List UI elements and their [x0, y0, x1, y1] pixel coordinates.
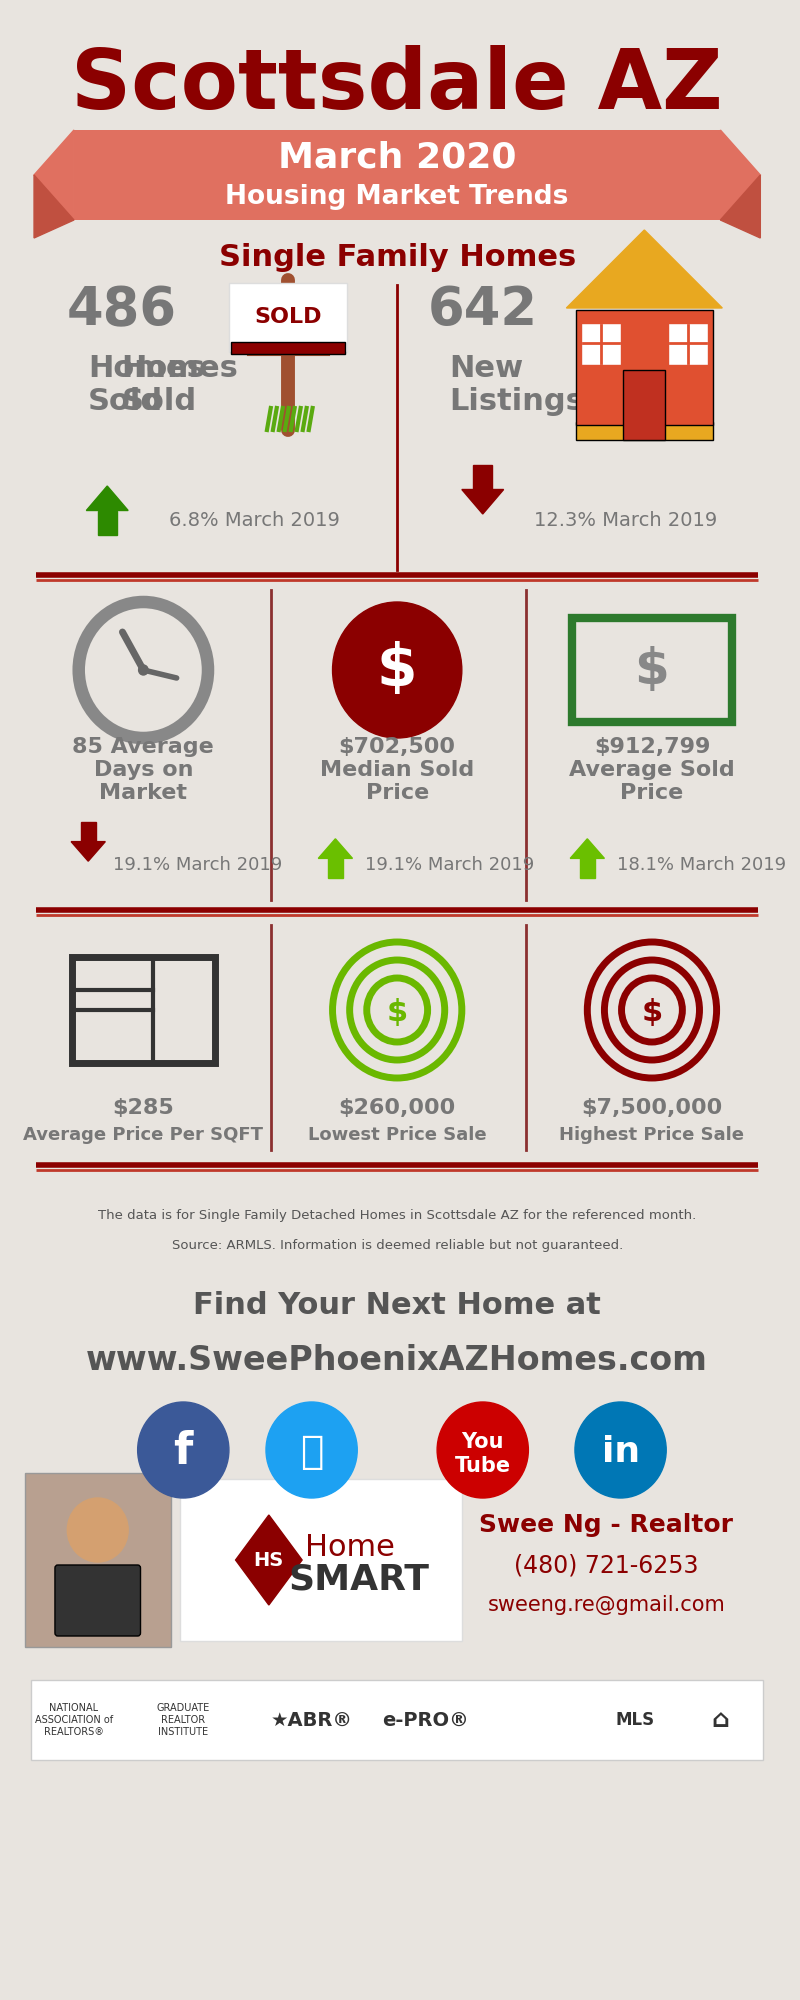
Polygon shape — [328, 858, 343, 878]
FancyBboxPatch shape — [576, 310, 713, 426]
Text: 486: 486 — [66, 284, 177, 336]
FancyBboxPatch shape — [25, 1472, 171, 1648]
Text: Highest Price Sale: Highest Price Sale — [559, 1126, 745, 1144]
Text: The data is for Single Family Detached Homes in Scottsdale AZ for the referenced: The data is for Single Family Detached H… — [98, 1208, 696, 1222]
Text: MLS: MLS — [615, 1712, 654, 1728]
Text: www.SweePhoenixAZHomes.com: www.SweePhoenixAZHomes.com — [86, 1344, 708, 1376]
Text: SMART: SMART — [289, 1564, 430, 1596]
Text: 642: 642 — [428, 284, 538, 336]
Text: $7,500,000: $7,500,000 — [582, 1098, 722, 1118]
FancyBboxPatch shape — [623, 370, 666, 440]
Text: Source: ARMLS. Information is deemed reliable but not guaranteed.: Source: ARMLS. Information is deemed rel… — [171, 1238, 623, 1252]
Text: e-PRO®: e-PRO® — [382, 1710, 469, 1730]
FancyBboxPatch shape — [581, 322, 621, 364]
Text: Single Family Homes: Single Family Homes — [218, 244, 576, 272]
Text: March 2020: March 2020 — [278, 140, 517, 174]
Circle shape — [78, 602, 208, 738]
Text: $: $ — [377, 642, 418, 698]
Text: Find Your Next Home at: Find Your Next Home at — [194, 1290, 601, 1320]
Circle shape — [437, 1402, 528, 1498]
Text: $285: $285 — [113, 1098, 174, 1118]
Text: NATIONAL
ASSOCIATION of
REALTORS®: NATIONAL ASSOCIATION of REALTORS® — [35, 1704, 113, 1736]
Text: 19.1% March 2019: 19.1% March 2019 — [113, 856, 282, 874]
Circle shape — [138, 1402, 229, 1498]
Polygon shape — [474, 464, 492, 490]
Text: Homes
Sold: Homes Sold — [88, 354, 205, 416]
Circle shape — [333, 602, 462, 738]
FancyBboxPatch shape — [55, 1564, 141, 1636]
Polygon shape — [462, 490, 504, 514]
Text: New
Listings: New Listings — [450, 354, 584, 416]
Text: 19.1% March 2019: 19.1% March 2019 — [365, 856, 534, 874]
Text: $912,799
Average Sold
Price: $912,799 Average Sold Price — [569, 736, 735, 804]
Text: 85 Average
Days on
Market: 85 Average Days on Market — [73, 736, 214, 804]
Text: GRADUATE
REALTOR
INSTITUTE: GRADUATE REALTOR INSTITUTE — [157, 1704, 210, 1736]
Text: 🐦: 🐦 — [300, 1432, 323, 1472]
Text: Tube: Tube — [454, 1456, 511, 1476]
Polygon shape — [235, 1516, 302, 1604]
Text: $: $ — [386, 998, 408, 1026]
Polygon shape — [720, 130, 760, 220]
Text: $: $ — [634, 646, 670, 694]
Polygon shape — [86, 486, 128, 510]
Text: Housing Market Trends: Housing Market Trends — [226, 184, 569, 210]
Circle shape — [138, 664, 148, 676]
Circle shape — [575, 1402, 666, 1498]
Polygon shape — [71, 842, 106, 862]
Text: HS: HS — [254, 1550, 284, 1570]
FancyBboxPatch shape — [231, 342, 345, 354]
Text: SOLD: SOLD — [254, 306, 322, 326]
Text: Swee Ng - Realtor: Swee Ng - Realtor — [479, 1512, 734, 1536]
Text: You: You — [462, 1432, 504, 1452]
Polygon shape — [570, 838, 605, 858]
Text: Average Price Per SQFT: Average Price Per SQFT — [23, 1126, 263, 1144]
Polygon shape — [580, 858, 595, 878]
Polygon shape — [566, 230, 722, 308]
Polygon shape — [720, 176, 760, 238]
FancyBboxPatch shape — [572, 618, 732, 722]
Text: 18.1% March 2019: 18.1% March 2019 — [617, 856, 786, 874]
Circle shape — [67, 1498, 128, 1562]
Text: Lowest Price Sale: Lowest Price Sale — [308, 1126, 486, 1144]
Polygon shape — [318, 838, 353, 858]
Text: 6.8% March 2019: 6.8% March 2019 — [169, 510, 340, 530]
Polygon shape — [34, 176, 74, 238]
FancyBboxPatch shape — [72, 958, 214, 1064]
FancyBboxPatch shape — [576, 422, 713, 440]
Text: 12.3% March 2019: 12.3% March 2019 — [534, 510, 717, 530]
FancyBboxPatch shape — [668, 322, 708, 364]
Text: Home: Home — [305, 1534, 394, 1562]
Text: (480) 721-6253: (480) 721-6253 — [514, 1552, 698, 1576]
Text: sweeng.re@gmail.com: sweeng.re@gmail.com — [487, 1596, 725, 1616]
Circle shape — [266, 1402, 358, 1498]
Text: $: $ — [642, 998, 662, 1026]
Polygon shape — [98, 510, 117, 534]
Text: ★ABR®: ★ABR® — [270, 1710, 353, 1730]
Text: f: f — [174, 1430, 193, 1474]
Text: ⌂: ⌂ — [711, 1708, 730, 1732]
Polygon shape — [34, 130, 74, 220]
Text: Homes
Sold: Homes Sold — [122, 354, 238, 416]
Text: in: in — [602, 1436, 640, 1468]
Text: $702,500
Median Sold
Price: $702,500 Median Sold Price — [320, 736, 474, 804]
FancyBboxPatch shape — [181, 1480, 462, 1640]
FancyBboxPatch shape — [229, 282, 346, 352]
FancyBboxPatch shape — [31, 1680, 763, 1760]
FancyBboxPatch shape — [74, 130, 720, 220]
Text: $260,000: $260,000 — [338, 1098, 456, 1118]
Text: Scottsdale AZ: Scottsdale AZ — [71, 44, 723, 126]
Polygon shape — [81, 822, 96, 842]
